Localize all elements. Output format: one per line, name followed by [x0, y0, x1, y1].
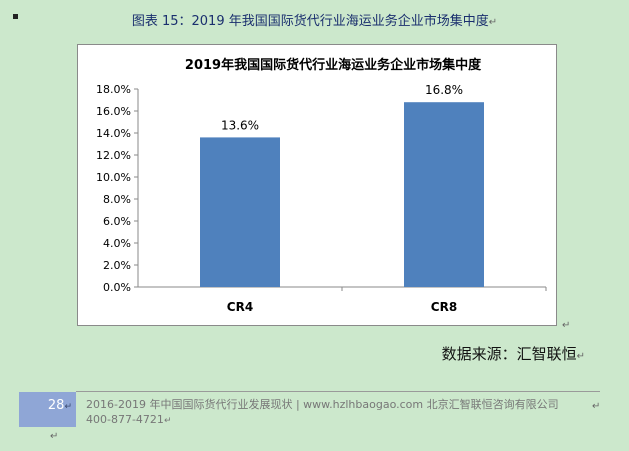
- footer-line-1-text: 2016-2019 年中国国际货代行业发展现状 | www.hzlhbaogao…: [86, 398, 559, 411]
- bottom-paragraph-mark: ↵: [50, 431, 59, 442]
- chart-axes: [137, 89, 547, 291]
- data-label-cr8: 16.8%: [425, 83, 463, 97]
- y-tick-label: 8.0%: [103, 193, 131, 206]
- figure-caption: 图表 15：2019 年我国国际货代行业海运业务企业市场集中度↵: [0, 10, 629, 29]
- page-number: 28↵: [19, 398, 72, 413]
- y-tick-label: 0.0%: [103, 281, 131, 294]
- footer-right-paragraph-mark: ↵: [592, 401, 601, 412]
- bar-cr4: [200, 137, 280, 287]
- source-text: 数据来源：汇智联恒: [441, 345, 577, 363]
- caption-paragraph-mark: ↵: [488, 17, 498, 28]
- footer-line-2-text: 400-877-4721: [86, 413, 164, 426]
- bar-chart: 2019年我国国际货代行业海运业务企业市场集中度 0.0% 2.0% 4.0% 6.0…: [96, 57, 547, 314]
- y-tick-label: 10.0%: [96, 171, 131, 184]
- data-source: 数据来源：汇智联恒↵: [442, 343, 585, 364]
- y-tick-label: 6.0%: [103, 215, 131, 228]
- chart-title: 2019年我国国际货代行业海运业务企业市场集中度: [185, 57, 482, 73]
- bars: [200, 102, 484, 287]
- page-number-paragraph-mark: ↵: [64, 402, 72, 412]
- footer-text: 2016-2019 年中国国际货代行业发展现状 | www.hzlhbaogao…: [86, 397, 559, 429]
- source-paragraph-mark: ↵: [576, 351, 585, 362]
- data-label-cr4: 13.6%: [221, 118, 259, 132]
- category-label-cr4: CR4: [227, 300, 253, 314]
- footer-line-1: 2016-2019 年中国国际货代行业发展现状 | www.hzlhbaogao…: [86, 397, 559, 412]
- page-number-box: 28↵: [19, 392, 76, 427]
- footer-divider: [76, 391, 600, 392]
- chart-paragraph-mark: ↵: [562, 320, 571, 331]
- y-tick-label: 16.0%: [96, 105, 131, 118]
- bar-cr8: [404, 102, 484, 287]
- footer-paragraph-mark: ↵: [163, 416, 172, 426]
- y-axis-ticks: 0.0% 2.0% 4.0% 6.0% 8.0% 10.0% 12.0% 14.0% 16.0%…: [96, 83, 138, 294]
- caption-text: 图表 15：2019 年我国国际货代行业海运业务企业市场集中度: [131, 14, 489, 29]
- y-tick-label: 2.0%: [103, 259, 131, 272]
- y-tick-label: 18.0%: [96, 83, 131, 96]
- data-labels: 13.6% 16.8%: [221, 83, 463, 132]
- footer-line-2: 400-877-4721↵: [86, 412, 559, 429]
- page-number-text: 28: [47, 398, 65, 413]
- category-label-cr8: CR8: [431, 300, 457, 314]
- x-axis-categories: CR4 CR8: [227, 300, 457, 314]
- y-tick-label: 4.0%: [103, 237, 131, 250]
- y-tick-label: 14.0%: [96, 127, 131, 140]
- list-bullet: [13, 14, 18, 19]
- chart-frame: 2019年我国国际货代行业海运业务企业市场集中度 0.0% 2.0% 4.0% 6.0…: [77, 44, 557, 326]
- y-tick-label: 12.0%: [96, 149, 131, 162]
